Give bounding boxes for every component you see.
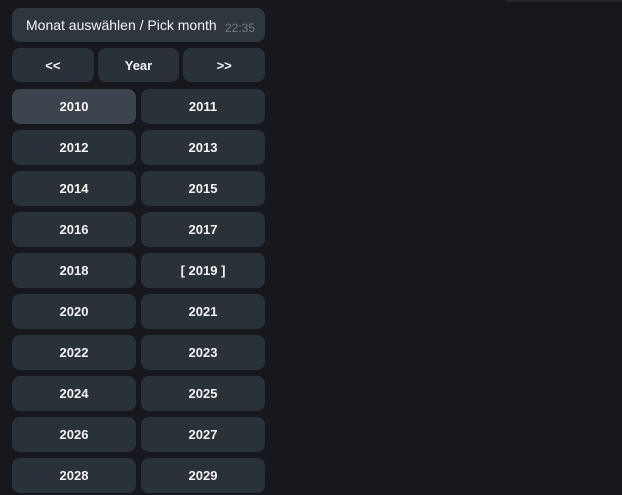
year-button-2027[interactable]: 2027: [141, 417, 265, 452]
year-button-label: 2010: [59, 99, 89, 114]
year-button-label: 2021: [188, 304, 218, 319]
year-grid: 2010 2011 2012 2013 2014 2015 2016 2017 2018 [ 20…: [12, 89, 265, 493]
year-button-2017[interactable]: 2017: [141, 212, 265, 247]
year-button-label: 2024: [59, 386, 89, 401]
chat-column: Monat auswählen / Pick month 22:35 << Ye…: [12, 8, 265, 493]
year-button-2021[interactable]: 2021: [141, 294, 265, 329]
year-button-2016[interactable]: 2016: [12, 212, 136, 247]
year-button-2014[interactable]: 2014: [12, 171, 136, 206]
year-mode-button[interactable]: Year: [97, 48, 180, 82]
prev-decade-button[interactable]: <<: [12, 48, 94, 82]
year-button-label: 2027: [188, 427, 218, 442]
year-button-label: 2014: [59, 181, 89, 196]
year-button-label: 2015: [188, 181, 218, 196]
year-button-label: 2018: [59, 263, 89, 278]
year-button-label: 2029: [188, 468, 218, 483]
year-button-2013[interactable]: 2013: [141, 130, 265, 165]
year-button-label: 2013: [188, 140, 218, 155]
year-button-2018[interactable]: 2018: [12, 253, 136, 288]
year-button-2019[interactable]: [ 2019 ]: [141, 253, 265, 288]
year-button-2029[interactable]: 2029: [141, 458, 265, 493]
year-button-2011[interactable]: 2011: [141, 89, 265, 124]
year-button-label: 2017: [188, 222, 218, 237]
year-mode-label: Year: [124, 57, 153, 73]
top-edge-fragment: [505, 0, 622, 2]
year-button-label: 2023: [188, 345, 218, 360]
prev-decade-label: <<: [45, 57, 61, 73]
keyboard-nav-row: << Year >>: [12, 48, 265, 82]
year-button-label: [ 2019 ]: [180, 263, 226, 278]
year-button-label: 2012: [59, 140, 89, 155]
year-button-2022[interactable]: 2022: [12, 335, 136, 370]
year-button-label: 2011: [188, 99, 218, 114]
year-button-2023[interactable]: 2023: [141, 335, 265, 370]
year-button-label: 2025: [188, 386, 218, 401]
year-button-2025[interactable]: 2025: [141, 376, 265, 411]
year-button-2012[interactable]: 2012: [12, 130, 136, 165]
message-text: Monat auswählen / Pick month: [26, 17, 217, 33]
year-button-2024[interactable]: 2024: [12, 376, 136, 411]
year-button-label: 2020: [59, 304, 89, 319]
year-button-label: 2028: [59, 468, 89, 483]
message-timestamp: 22:35: [224, 21, 255, 35]
year-button-2015[interactable]: 2015: [141, 171, 265, 206]
year-button-label: 2022: [59, 345, 89, 360]
message-bubble: Monat auswählen / Pick month 22:35: [12, 8, 265, 42]
next-decade-button[interactable]: >>: [183, 48, 265, 82]
year-button-2026[interactable]: 2026: [12, 417, 136, 452]
next-decade-label: >>: [216, 57, 232, 73]
year-button-label: 2016: [59, 222, 89, 237]
year-button-2020[interactable]: 2020: [12, 294, 136, 329]
year-button-2028[interactable]: 2028: [12, 458, 136, 493]
year-button-label: 2026: [59, 427, 89, 442]
year-button-2010[interactable]: 2010: [12, 89, 136, 124]
